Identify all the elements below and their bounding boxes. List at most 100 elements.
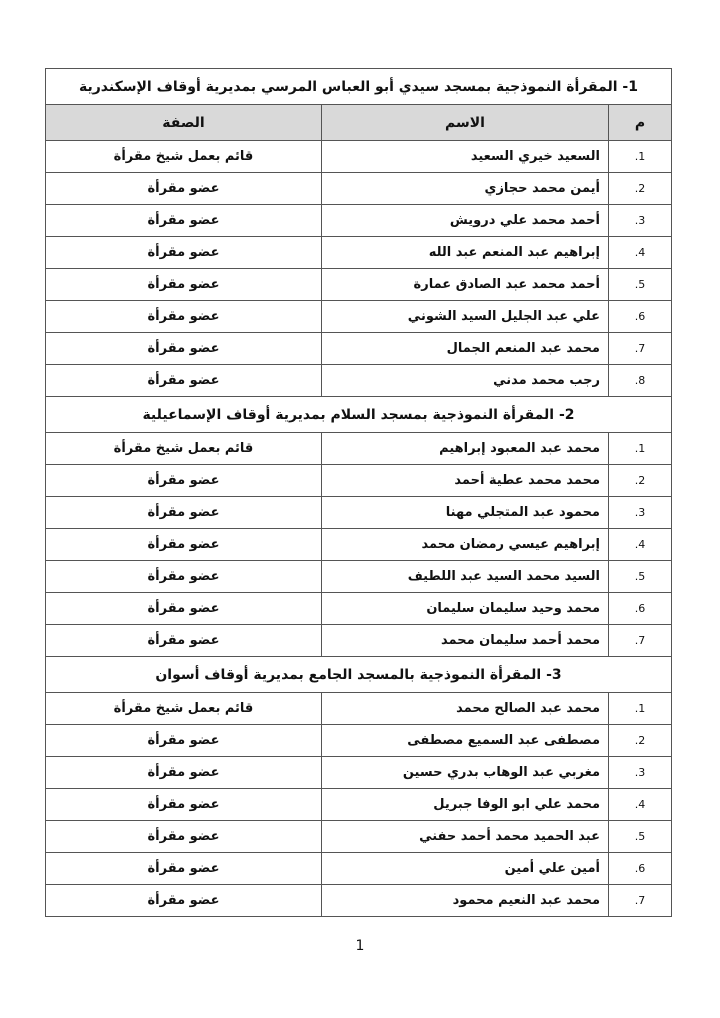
section-title-row: 1- المقرأة النموذجية بمسجد سيدي أبو العب… bbox=[45, 68, 672, 105]
table-row: 7. محمد عبد المنعم الجمال عضو مقرأة bbox=[45, 332, 672, 365]
header-name: الاسم bbox=[321, 104, 609, 141]
section-title: 3- المقرأة النموذجية بالمسجد الجامع بمدي… bbox=[45, 656, 672, 693]
member-role: عضو مقرأة bbox=[45, 756, 322, 789]
table-row: 5. السيد محمد السيد عبد اللطيف عضو مقرأة bbox=[45, 560, 672, 593]
member-name: السيد محمد السيد عبد اللطيف bbox=[321, 560, 609, 593]
member-role: عضو مقرأة bbox=[45, 724, 322, 757]
table-row: 6. محمد وحيد سليمان سليمان عضو مقرأة bbox=[45, 592, 672, 625]
table-row: 1. السعيد خيري السعيد قائم بعمل شيخ مقرأة bbox=[45, 140, 672, 173]
row-number: 7. bbox=[608, 624, 672, 657]
member-role: عضو مقرأة bbox=[45, 464, 322, 497]
row-number: 4. bbox=[608, 528, 672, 561]
table-row: 3. مغربي عبد الوهاب بدري حسين عضو مقرأة bbox=[45, 756, 672, 789]
member-role: عضو مقرأة bbox=[45, 592, 322, 625]
member-role: عضو مقرأة bbox=[45, 364, 322, 397]
row-number: 3. bbox=[608, 204, 672, 237]
member-name: إبراهيم عبد المنعم عبد الله bbox=[321, 236, 609, 269]
table-row: 2. أيمن محمد حجازي عضو مقرأة bbox=[45, 172, 672, 205]
member-name: محمد عبد المنعم الجمال bbox=[321, 332, 609, 365]
member-name: رجب محمد مدني bbox=[321, 364, 609, 397]
table-row: 4. إبراهيم عيسي رمضان محمد عضو مقرأة bbox=[45, 528, 672, 561]
row-number: 7. bbox=[608, 332, 672, 365]
member-name: محمد عبد المعبود إبراهيم bbox=[321, 432, 609, 465]
table-row: 2. مصطفى عبد السميع مصطفى عضو مقرأة bbox=[45, 724, 672, 757]
section-title-row: 2- المقرأة النموذجية بمسجد السلام بمديري… bbox=[45, 396, 672, 433]
row-number: 1. bbox=[608, 140, 672, 173]
member-role: عضو مقرأة bbox=[45, 560, 322, 593]
member-name: محمد عبد النعيم محمود bbox=[321, 884, 609, 917]
member-role: عضو مقرأة bbox=[45, 172, 322, 205]
member-name: أمين علي أمين bbox=[321, 852, 609, 885]
row-number: 2. bbox=[608, 464, 672, 497]
section-title: 2- المقرأة النموذجية بمسجد السلام بمديري… bbox=[45, 396, 672, 433]
table-row: 5. عبد الحميد محمد أحمد حفني عضو مقرأة bbox=[45, 820, 672, 853]
member-name: محمود عبد المتجلي مهنا bbox=[321, 496, 609, 529]
member-name: عبد الحميد محمد أحمد حفني bbox=[321, 820, 609, 853]
header-role: الصفة bbox=[45, 104, 322, 141]
table-row: 4. إبراهيم عبد المنعم عبد الله عضو مقرأة bbox=[45, 236, 672, 269]
table-row: 2. محمد محمد عطية أحمد عضو مقرأة bbox=[45, 464, 672, 497]
row-number: 2. bbox=[608, 172, 672, 205]
member-name: مصطفى عبد السميع مصطفى bbox=[321, 724, 609, 757]
member-role: عضو مقرأة bbox=[45, 528, 322, 561]
row-number: 5. bbox=[608, 268, 672, 301]
member-name: السعيد خيري السعيد bbox=[321, 140, 609, 173]
row-number: 4. bbox=[608, 236, 672, 269]
table-row: 6. أمين علي أمين عضو مقرأة bbox=[45, 852, 672, 885]
row-number: 5. bbox=[608, 820, 672, 853]
member-name: مغربي عبد الوهاب بدري حسين bbox=[321, 756, 609, 789]
table-row: 1. محمد عبد المعبود إبراهيم قائم بعمل شيخ … bbox=[45, 432, 672, 465]
member-role: عضو مقرأة bbox=[45, 236, 322, 269]
table-row: 7. محمد أحمد سليمان محمد عضو مقرأة bbox=[45, 624, 672, 657]
header-row: م الاسم الصفة bbox=[45, 104, 672, 141]
member-name: أحمد محمد علي درويش bbox=[321, 204, 609, 237]
member-name: محمد وحيد سليمان سليمان bbox=[321, 592, 609, 625]
row-number: 6. bbox=[608, 592, 672, 625]
member-role: قائم بعمل شيخ مقرأة bbox=[45, 140, 322, 173]
member-role: عضو مقرأة bbox=[45, 884, 322, 917]
page-number: 1 bbox=[355, 938, 365, 954]
section-title: 1- المقرأة النموذجية بمسجد سيدي أبو العب… bbox=[45, 68, 672, 105]
table-row: 5. أحمد محمد عبد الصادق عمارة عضو مقرأة bbox=[45, 268, 672, 301]
member-role: قائم بعمل شيخ مقرأة bbox=[45, 692, 322, 725]
member-role: عضو مقرأة bbox=[45, 624, 322, 657]
table-row: 6. علي عبد الجليل السيد الشوني عضو مقرأة bbox=[45, 300, 672, 333]
member-name: علي عبد الجليل السيد الشوني bbox=[321, 300, 609, 333]
row-number: 1. bbox=[608, 432, 672, 465]
member-name: محمد محمد عطية أحمد bbox=[321, 464, 609, 497]
header-num: م bbox=[608, 104, 672, 141]
row-number: 6. bbox=[608, 300, 672, 333]
row-number: 2. bbox=[608, 724, 672, 757]
table-row: 3. محمود عبد المتجلي مهنا عضو مقرأة bbox=[45, 496, 672, 529]
row-number: 8. bbox=[608, 364, 672, 397]
row-number: 3. bbox=[608, 496, 672, 529]
table-row: 8. رجب محمد مدني عضو مقرأة bbox=[45, 364, 672, 397]
row-number: 1. bbox=[608, 692, 672, 725]
member-role: عضو مقرأة bbox=[45, 496, 322, 529]
row-number: 4. bbox=[608, 788, 672, 821]
member-role: عضو مقرأة bbox=[45, 820, 322, 853]
member-role: عضو مقرأة bbox=[45, 332, 322, 365]
row-number: 3. bbox=[608, 756, 672, 789]
member-name: أحمد محمد عبد الصادق عمارة bbox=[321, 268, 609, 301]
member-role: عضو مقرأة bbox=[45, 852, 322, 885]
member-role: عضو مقرأة bbox=[45, 788, 322, 821]
row-number: 7. bbox=[608, 884, 672, 917]
member-role: عضو مقرأة bbox=[45, 268, 322, 301]
table-row: 7. محمد عبد النعيم محمود عضو مقرأة bbox=[45, 884, 672, 917]
table-row: 1. محمد عبد الصالح محمد قائم بعمل شيخ مقرأ… bbox=[45, 692, 672, 725]
member-name: محمد عبد الصالح محمد bbox=[321, 692, 609, 725]
table-row: 4. محمد علي ابو الوفا جبريل عضو مقرأة bbox=[45, 788, 672, 821]
member-name: محمد علي ابو الوفا جبريل bbox=[321, 788, 609, 821]
row-number: 6. bbox=[608, 852, 672, 885]
member-role: عضو مقرأة bbox=[45, 300, 322, 333]
member-name: محمد أحمد سليمان محمد bbox=[321, 624, 609, 657]
member-role: عضو مقرأة bbox=[45, 204, 322, 237]
member-role: قائم بعمل شيخ مقرأة bbox=[45, 432, 322, 465]
table-row: 3. أحمد محمد علي درويش عضو مقرأة bbox=[45, 204, 672, 237]
member-name: أيمن محمد حجازي bbox=[321, 172, 609, 205]
section-title-row: 3- المقرأة النموذجية بالمسجد الجامع بمدي… bbox=[45, 656, 672, 693]
row-number: 5. bbox=[608, 560, 672, 593]
members-table: 1- المقرأة النموذجية بمسجد سيدي أبو العب… bbox=[45, 68, 672, 917]
member-name: إبراهيم عيسي رمضان محمد bbox=[321, 528, 609, 561]
